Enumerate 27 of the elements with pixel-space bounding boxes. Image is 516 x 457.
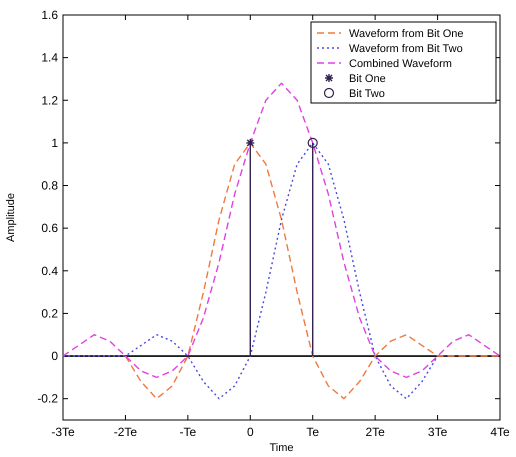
y-tick-label: 1.2 xyxy=(41,93,58,108)
y-tick-label: 0 xyxy=(51,349,58,364)
legend-label: Waveform from Bit Two xyxy=(349,43,463,55)
legend-label: Waveform from Bit One xyxy=(349,28,464,40)
y-axis-title: Amplitude xyxy=(5,193,17,242)
x-tick-label: 0 xyxy=(246,425,254,439)
x-tick-label: 2Te xyxy=(365,425,386,439)
legend-label: Combined Waveform xyxy=(349,58,452,70)
x-tick-label: -Te xyxy=(180,425,197,439)
legend-label: Bit Two xyxy=(349,88,385,100)
y-tick-label: 0.8 xyxy=(41,178,58,193)
x-tick-label: -3Te xyxy=(51,425,75,439)
y-tick-label: 1.6 xyxy=(41,8,58,22)
legend-label: Bit One xyxy=(349,73,386,85)
y-tick-label: 1 xyxy=(51,136,58,150)
y-tick-label: 0.2 xyxy=(41,306,58,320)
y-tick-label: 0.4 xyxy=(41,264,58,278)
x-tick-label: -2Te xyxy=(114,425,138,439)
line-series xyxy=(124,142,501,400)
y-tick-label: 1.4 xyxy=(41,50,58,65)
x-tick-label: 3Te xyxy=(428,425,448,439)
x-tick-label: Te xyxy=(306,425,320,439)
x-axis-title: Time xyxy=(269,442,294,454)
line-series xyxy=(62,82,501,378)
x-tick-label: 4Te xyxy=(490,425,510,439)
y-tick-label: -0.2 xyxy=(37,392,58,406)
y-tick-label: 0.6 xyxy=(41,221,58,236)
